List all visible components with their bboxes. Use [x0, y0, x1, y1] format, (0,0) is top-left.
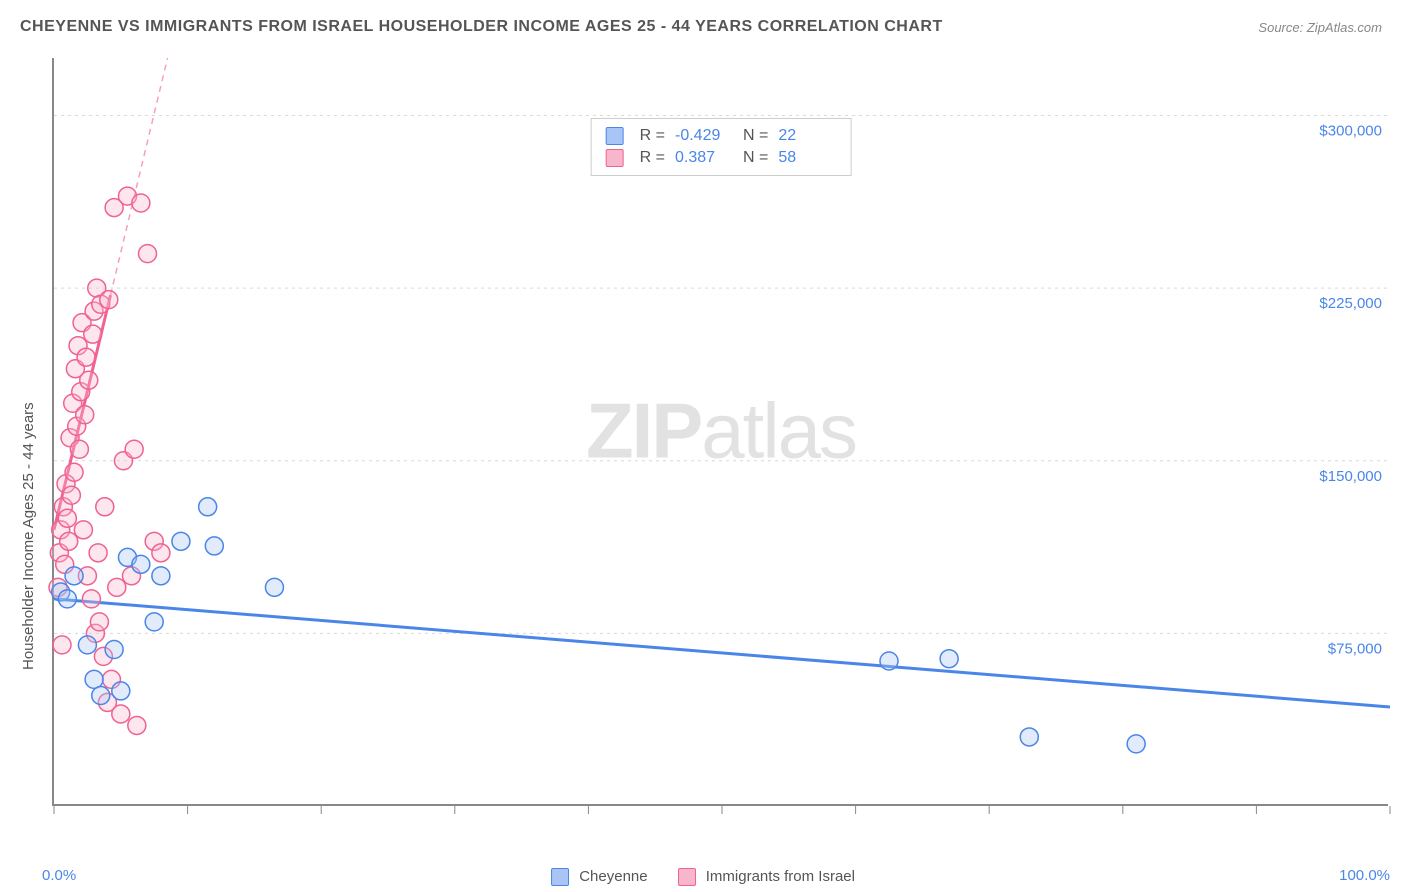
source-value: ZipAtlas.com: [1307, 20, 1382, 35]
correlation-legend-row: R = 0.387 N = 58: [606, 147, 837, 169]
legend-label: Immigrants from Israel: [706, 868, 855, 885]
y-axis-label: Householder Income Ages 25 - 44 years: [20, 402, 37, 670]
legend-item: Cheyenne: [551, 868, 648, 886]
correlation-legend-row: R = -0.429 N = 22: [606, 125, 837, 147]
source-label: Source:: [1258, 20, 1303, 35]
svg-text:$300,000: $300,000: [1319, 123, 1382, 140]
legend-swatch-0: [606, 127, 624, 145]
series-legend: Cheyenne Immigrants from Israel: [551, 868, 855, 886]
chart-plot-area: $75,000$150,000$225,000$300,000 ZIPatlas…: [52, 58, 1388, 806]
n-label: N =: [743, 149, 768, 167]
x-axis-min-label: 0.0%: [42, 867, 76, 884]
r-label: R =: [640, 149, 665, 167]
chart-title: CHEYENNE VS IMMIGRANTS FROM ISRAEL HOUSE…: [20, 18, 943, 36]
correlation-legend: R = -0.429 N = 22 R = 0.387 N = 58: [591, 118, 852, 176]
source-attribution: Source: ZipAtlas.com: [1258, 20, 1382, 35]
svg-text:$75,000: $75,000: [1328, 640, 1382, 657]
legend-label: Cheyenne: [579, 868, 647, 885]
legend-item: Immigrants from Israel: [678, 868, 855, 886]
r-value: 0.387: [675, 149, 733, 167]
x-axis-max-label: 100.0%: [1339, 867, 1390, 884]
svg-text:$150,000: $150,000: [1319, 468, 1382, 485]
n-value: 58: [778, 149, 836, 167]
n-value: 22: [778, 127, 836, 145]
legend-swatch-1: [606, 149, 624, 167]
n-label: N =: [743, 127, 768, 145]
legend-swatch-0b: [551, 868, 569, 886]
svg-text:$225,000: $225,000: [1319, 295, 1382, 312]
r-value: -0.429: [675, 127, 733, 145]
legend-swatch-1b: [678, 868, 696, 886]
r-label: R =: [640, 127, 665, 145]
